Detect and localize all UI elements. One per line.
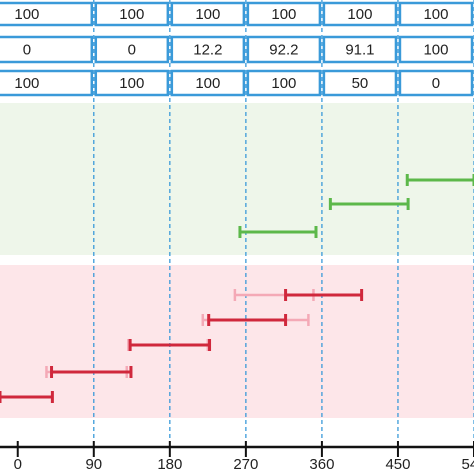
table-cell — [246, 35, 322, 64]
x-tick-label: 270 — [233, 456, 258, 473]
table-cell — [170, 69, 246, 97]
table-value: 91.1 — [345, 41, 374, 58]
x-tick-label: 90 — [85, 456, 102, 473]
x-tick-label: 360 — [309, 456, 334, 473]
table-cell — [398, 35, 474, 64]
table-value: 100 — [119, 6, 144, 23]
table-cell — [398, 1, 474, 27]
table-cell — [0, 35, 94, 64]
table-value: 50 — [352, 75, 369, 92]
table-value: 100 — [423, 41, 448, 58]
table-cell — [0, 69, 94, 97]
table-value: 100 — [195, 6, 220, 23]
table-cell — [170, 35, 246, 64]
table-cell — [94, 1, 170, 27]
table-cell — [322, 1, 398, 27]
table-value: 100 — [14, 75, 39, 92]
x-tick-label: 180 — [157, 456, 182, 473]
table-value: 0 — [128, 41, 136, 58]
table-value: 100 — [195, 75, 220, 92]
x-tick-label: 450 — [385, 456, 410, 473]
table-cell — [322, 69, 398, 97]
table-value: 92.2 — [269, 41, 298, 58]
green-band — [0, 103, 474, 255]
table-value: 0 — [23, 41, 31, 58]
table-value: 12.2 — [193, 41, 222, 58]
table-cell — [246, 69, 322, 97]
pink-band — [0, 265, 474, 418]
table-value: 100 — [423, 6, 448, 23]
x-tick-label: 0 — [14, 456, 22, 473]
table-value: 0 — [432, 75, 440, 92]
table-cell — [94, 35, 170, 64]
table-cell — [398, 69, 474, 97]
table-cell — [0, 1, 94, 27]
table-cell — [322, 35, 398, 64]
table-value: 100 — [271, 6, 296, 23]
table-value: 100 — [347, 6, 372, 23]
table-cell — [94, 69, 170, 97]
x-tick-label: 540 — [461, 456, 474, 473]
table-cell — [246, 1, 322, 27]
table-cell — [170, 1, 246, 27]
table-value: 100 — [14, 6, 39, 23]
table-value: 100 — [119, 75, 144, 92]
table-value: 100 — [271, 75, 296, 92]
